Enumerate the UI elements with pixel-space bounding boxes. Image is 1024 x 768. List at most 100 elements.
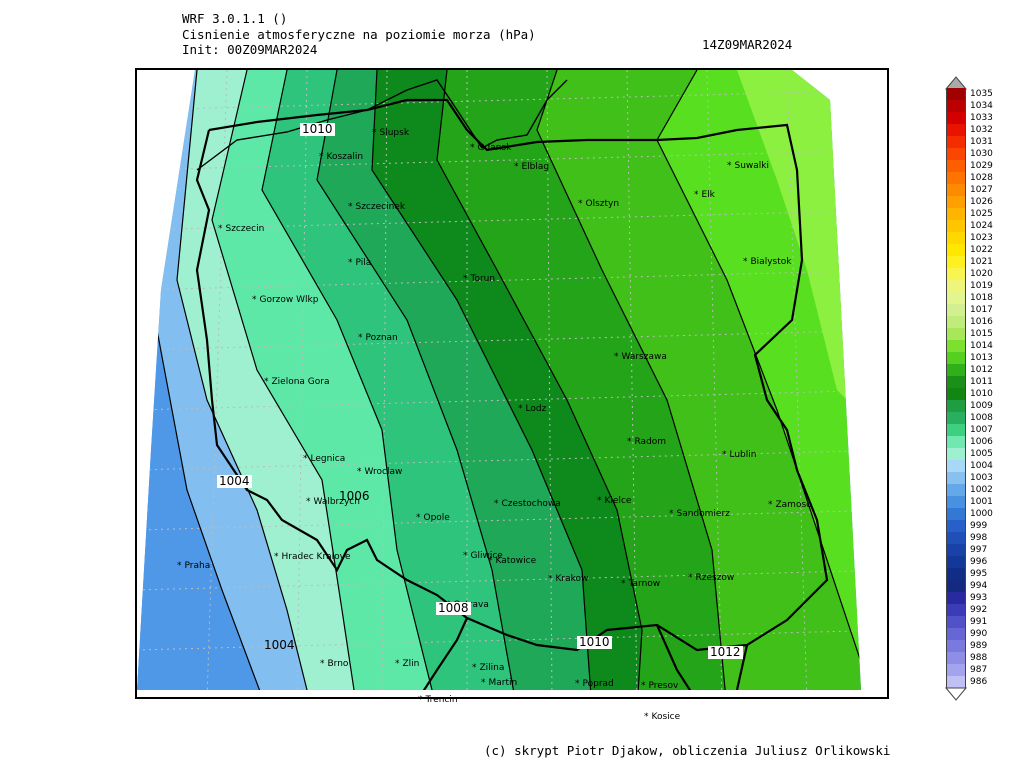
legend-swatch — [946, 616, 966, 628]
city-label: Katowice — [488, 556, 537, 566]
legend-swatch — [946, 544, 966, 556]
city-label: Lodz — [518, 404, 547, 414]
legend-label: 1003 — [970, 473, 993, 483]
legend-swatch — [946, 304, 966, 316]
legend-label: 1021 — [970, 257, 993, 267]
legend-swatch — [946, 424, 966, 436]
legend-swatch — [946, 472, 966, 484]
legend-label: 1035 — [970, 89, 993, 99]
legend-label: 996 — [970, 557, 988, 567]
legend-swatch — [946, 604, 966, 616]
legend-label: 1026 — [970, 197, 993, 207]
legend-swatch — [946, 328, 966, 340]
city-label: Zilina — [472, 663, 505, 673]
city-label: Legnica — [303, 454, 346, 464]
city-label: Martin — [481, 678, 518, 688]
city-label: Torun — [463, 274, 496, 284]
legend-swatch — [946, 112, 966, 124]
legend-label: 990 — [970, 629, 988, 639]
isobar-label: 1012 — [708, 645, 743, 659]
legend-swatch — [946, 196, 966, 208]
legend-label: 1025 — [970, 209, 993, 219]
legend-label: 1012 — [970, 365, 993, 375]
city-label: Suwalki — [727, 161, 770, 171]
valid-time: 14Z09MAR2024 — [702, 37, 793, 52]
legend-swatch — [946, 592, 966, 604]
legend-swatch — [946, 124, 966, 136]
city-label: Trencin — [418, 695, 458, 705]
legend-swatch — [946, 388, 966, 400]
legend-swatch — [946, 496, 966, 508]
city-label: Ostrava — [446, 600, 489, 610]
credits: (c) skrypt Piotr Djakow, obliczenia Juli… — [484, 743, 891, 758]
legend-label: 1004 — [970, 461, 993, 471]
model-title: WRF 3.0.1.1 () — [182, 11, 288, 26]
city-label: Praha — [177, 561, 211, 571]
legend-label: 1007 — [970, 425, 993, 435]
city-label: Opole — [416, 513, 450, 523]
legend-swatch — [946, 532, 966, 544]
legend-label: 988 — [970, 653, 988, 663]
legend-swatch — [946, 160, 966, 172]
legend-swatch — [946, 268, 966, 280]
legend-swatch — [946, 568, 966, 580]
legend-label: 1033 — [970, 113, 993, 123]
legend-swatch — [946, 316, 966, 328]
legend-label: 1009 — [970, 401, 993, 411]
init-time: Init: 00Z09MAR2024 — [182, 42, 318, 57]
legend-label: 1006 — [970, 437, 993, 447]
isobar-label: 1004 — [217, 474, 252, 488]
city-label: Poznan — [358, 333, 398, 343]
city-label: Poprad — [575, 679, 614, 689]
city-label: Rzeszow — [688, 573, 735, 583]
legend-swatch — [946, 280, 966, 292]
legend-swatch — [946, 292, 966, 304]
city-label: Bialystok — [743, 257, 792, 267]
band-1007 — [212, 70, 437, 690]
legend-label: 993 — [970, 593, 988, 603]
legend-swatch — [946, 640, 966, 652]
city-label: Gdansk — [470, 143, 512, 153]
legend-swatch — [946, 400, 966, 412]
city-label: Warszawa — [614, 352, 667, 362]
legend-label: 989 — [970, 641, 988, 651]
city-label: Hradec Kralove — [274, 552, 351, 562]
legend-swatch — [946, 352, 966, 364]
legend-swatch — [946, 244, 966, 256]
legend-swatch — [946, 136, 966, 148]
city-label: Brno — [320, 659, 349, 669]
band-1008 — [262, 70, 517, 690]
legend-swatch — [946, 556, 966, 568]
legend-label: 994 — [970, 581, 988, 591]
city-label: Radom — [627, 437, 667, 447]
legend-label: 1031 — [970, 137, 993, 147]
city-label: Kielce — [597, 496, 632, 506]
legend-label: 1001 — [970, 497, 993, 507]
legend-label: 987 — [970, 665, 988, 675]
legend-label: 986 — [970, 677, 988, 687]
legend-swatch — [946, 100, 966, 112]
city-label: Walbrzych — [306, 497, 360, 507]
legend-label: 1002 — [970, 485, 993, 495]
legend-label: 1030 — [970, 149, 993, 159]
isobar-label: 1010 — [577, 635, 612, 649]
legend-label: 1023 — [970, 233, 993, 243]
legend-swatch — [946, 340, 966, 352]
legend-label: 1011 — [970, 377, 993, 387]
city-label: Tarnow — [621, 579, 661, 589]
legend-swatch — [946, 256, 966, 268]
legend-swatch — [946, 628, 966, 640]
legend-label: 1005 — [970, 449, 993, 459]
city-label: Szczecin — [218, 224, 265, 234]
city-label: Slupsk — [372, 128, 410, 138]
legend-label: 1024 — [970, 221, 993, 231]
city-label: Zielona Gora — [264, 377, 330, 387]
city-label: Elk — [694, 190, 715, 200]
legend-label: 1032 — [970, 125, 993, 135]
legend-swatch — [946, 364, 966, 376]
city-label: Olsztyn — [578, 199, 620, 209]
city-label: Gliwice — [463, 551, 503, 561]
legend-label: 1008 — [970, 413, 993, 423]
legend-swatch — [946, 232, 966, 244]
legend-swatch — [946, 172, 966, 184]
